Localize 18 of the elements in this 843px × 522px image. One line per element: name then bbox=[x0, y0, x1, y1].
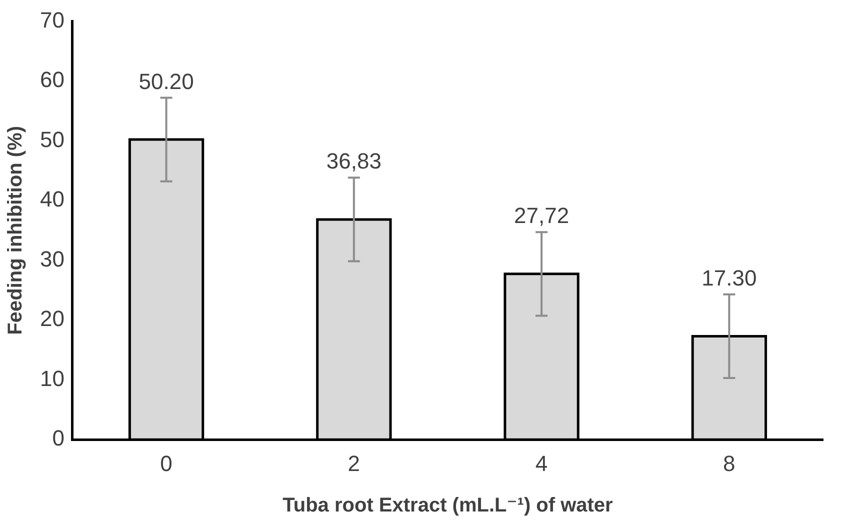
x-tick-label: 2 bbox=[348, 450, 360, 476]
y-tick-label: 40 bbox=[40, 186, 64, 212]
y-tick-label: 50 bbox=[40, 126, 64, 152]
x-tick-label: 8 bbox=[723, 450, 736, 476]
y-tick-label: 70 bbox=[40, 7, 64, 32]
y-tick-label: 10 bbox=[40, 366, 64, 391]
x-tick-label: 0 bbox=[160, 450, 172, 476]
y-tick-label: 0 bbox=[52, 426, 64, 451]
data-label: 27,72 bbox=[514, 203, 570, 228]
y-tick-label: 60 bbox=[40, 67, 64, 92]
data-label: 36,83 bbox=[326, 148, 382, 174]
x-axis-title: Tuba root Extract (mL.L⁻¹) of water bbox=[282, 494, 614, 517]
x-tick-label: 4 bbox=[535, 450, 548, 476]
y-tick-label: 20 bbox=[40, 306, 64, 332]
y-axis-title: Feeding inhibition (%) bbox=[4, 126, 27, 335]
y-tick-label: 30 bbox=[40, 246, 64, 272]
data-label: 50.20 bbox=[138, 68, 194, 94]
data-label: 17.30 bbox=[702, 265, 757, 290]
